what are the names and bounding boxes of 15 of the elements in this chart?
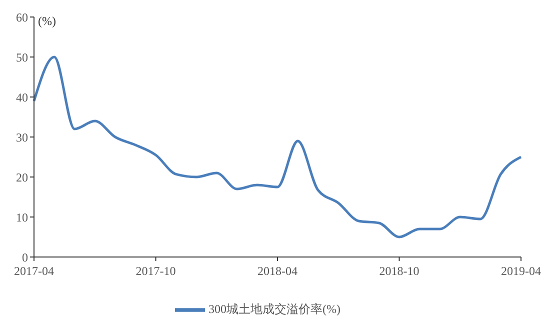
y-tick-label: 60 (16, 10, 28, 24)
y-tick-label: 50 (16, 50, 28, 64)
x-tick-label: 2019-04 (501, 264, 541, 278)
y-tick-label: 10 (16, 210, 28, 224)
y-axis-title: (%) (38, 14, 56, 28)
x-tick-label: 2017-04 (14, 264, 54, 278)
x-tick-label: 2017-10 (136, 264, 176, 278)
x-tick-label: 2018-10 (379, 264, 420, 278)
legend-label: 300城土地成交溢价率(%) (208, 302, 340, 316)
y-tick-label: 40 (16, 90, 28, 104)
y-tick-label: 20 (16, 170, 28, 184)
y-tick-label: 0 (22, 250, 28, 264)
y-tick-label: 30 (16, 130, 28, 144)
line-series (32, 56, 522, 238)
x-tick-label: 2018-04 (258, 264, 298, 278)
